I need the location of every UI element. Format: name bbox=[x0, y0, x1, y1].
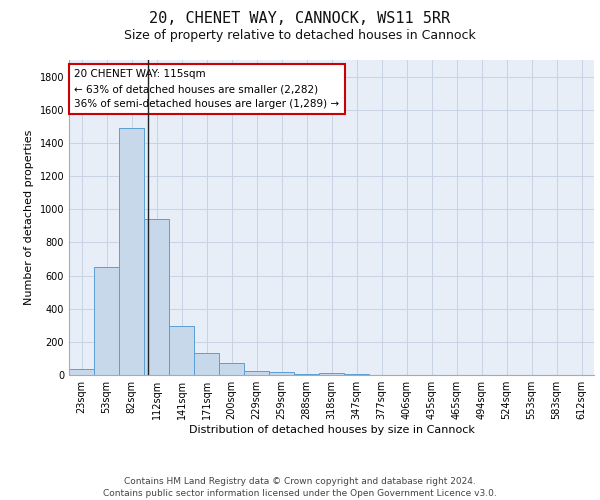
Text: 20, CHENET WAY, CANNOCK, WS11 5RR: 20, CHENET WAY, CANNOCK, WS11 5RR bbox=[149, 11, 451, 26]
Y-axis label: Number of detached properties: Number of detached properties bbox=[24, 130, 34, 305]
Bar bbox=[294, 374, 319, 375]
Bar bbox=[69, 369, 94, 375]
Bar bbox=[94, 267, 119, 375]
Bar bbox=[144, 219, 169, 375]
Bar bbox=[194, 354, 219, 375]
Bar bbox=[244, 371, 269, 375]
Bar bbox=[219, 364, 244, 375]
Bar bbox=[319, 372, 344, 375]
Bar bbox=[169, 326, 194, 375]
Text: 20 CHENET WAY: 115sqm
← 63% of detached houses are smaller (2,282)
36% of semi-d: 20 CHENET WAY: 115sqm ← 63% of detached … bbox=[74, 70, 340, 109]
X-axis label: Distribution of detached houses by size in Cannock: Distribution of detached houses by size … bbox=[188, 425, 475, 435]
Text: Contains HM Land Registry data © Crown copyright and database right 2024.
Contai: Contains HM Land Registry data © Crown c… bbox=[103, 476, 497, 498]
Bar bbox=[119, 128, 144, 375]
Text: Size of property relative to detached houses in Cannock: Size of property relative to detached ho… bbox=[124, 29, 476, 42]
Bar bbox=[269, 372, 294, 375]
Bar bbox=[344, 374, 369, 375]
